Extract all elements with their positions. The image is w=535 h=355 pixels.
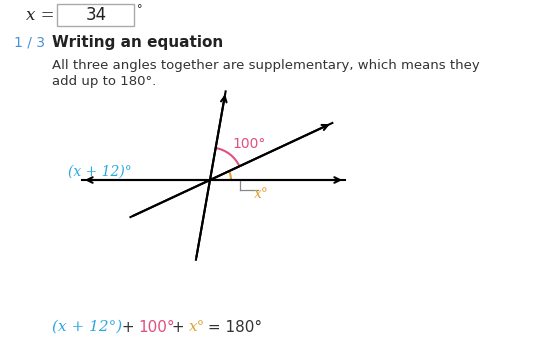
Text: °: ° [137,4,142,14]
Text: (x + 12)°: (x + 12)° [68,165,132,179]
Text: 34: 34 [86,6,106,24]
Text: All three angles together are supplementary, which means they: All three angles together are supplement… [52,59,480,71]
Text: +: + [167,320,190,334]
Text: 100°: 100° [139,320,175,334]
Text: x°: x° [189,320,205,334]
FancyBboxPatch shape [57,4,134,26]
Text: add up to 180°.: add up to 180°. [52,75,156,87]
Text: Writing an equation: Writing an equation [52,34,223,49]
Text: = 180°: = 180° [203,320,262,334]
Text: +: + [117,320,139,334]
Text: x°: x° [254,187,269,201]
Text: 1 / 3: 1 / 3 [14,35,45,49]
Text: (x + 12°): (x + 12°) [52,320,123,334]
Text: x =: x = [26,6,54,23]
Text: 100°: 100° [232,137,265,151]
